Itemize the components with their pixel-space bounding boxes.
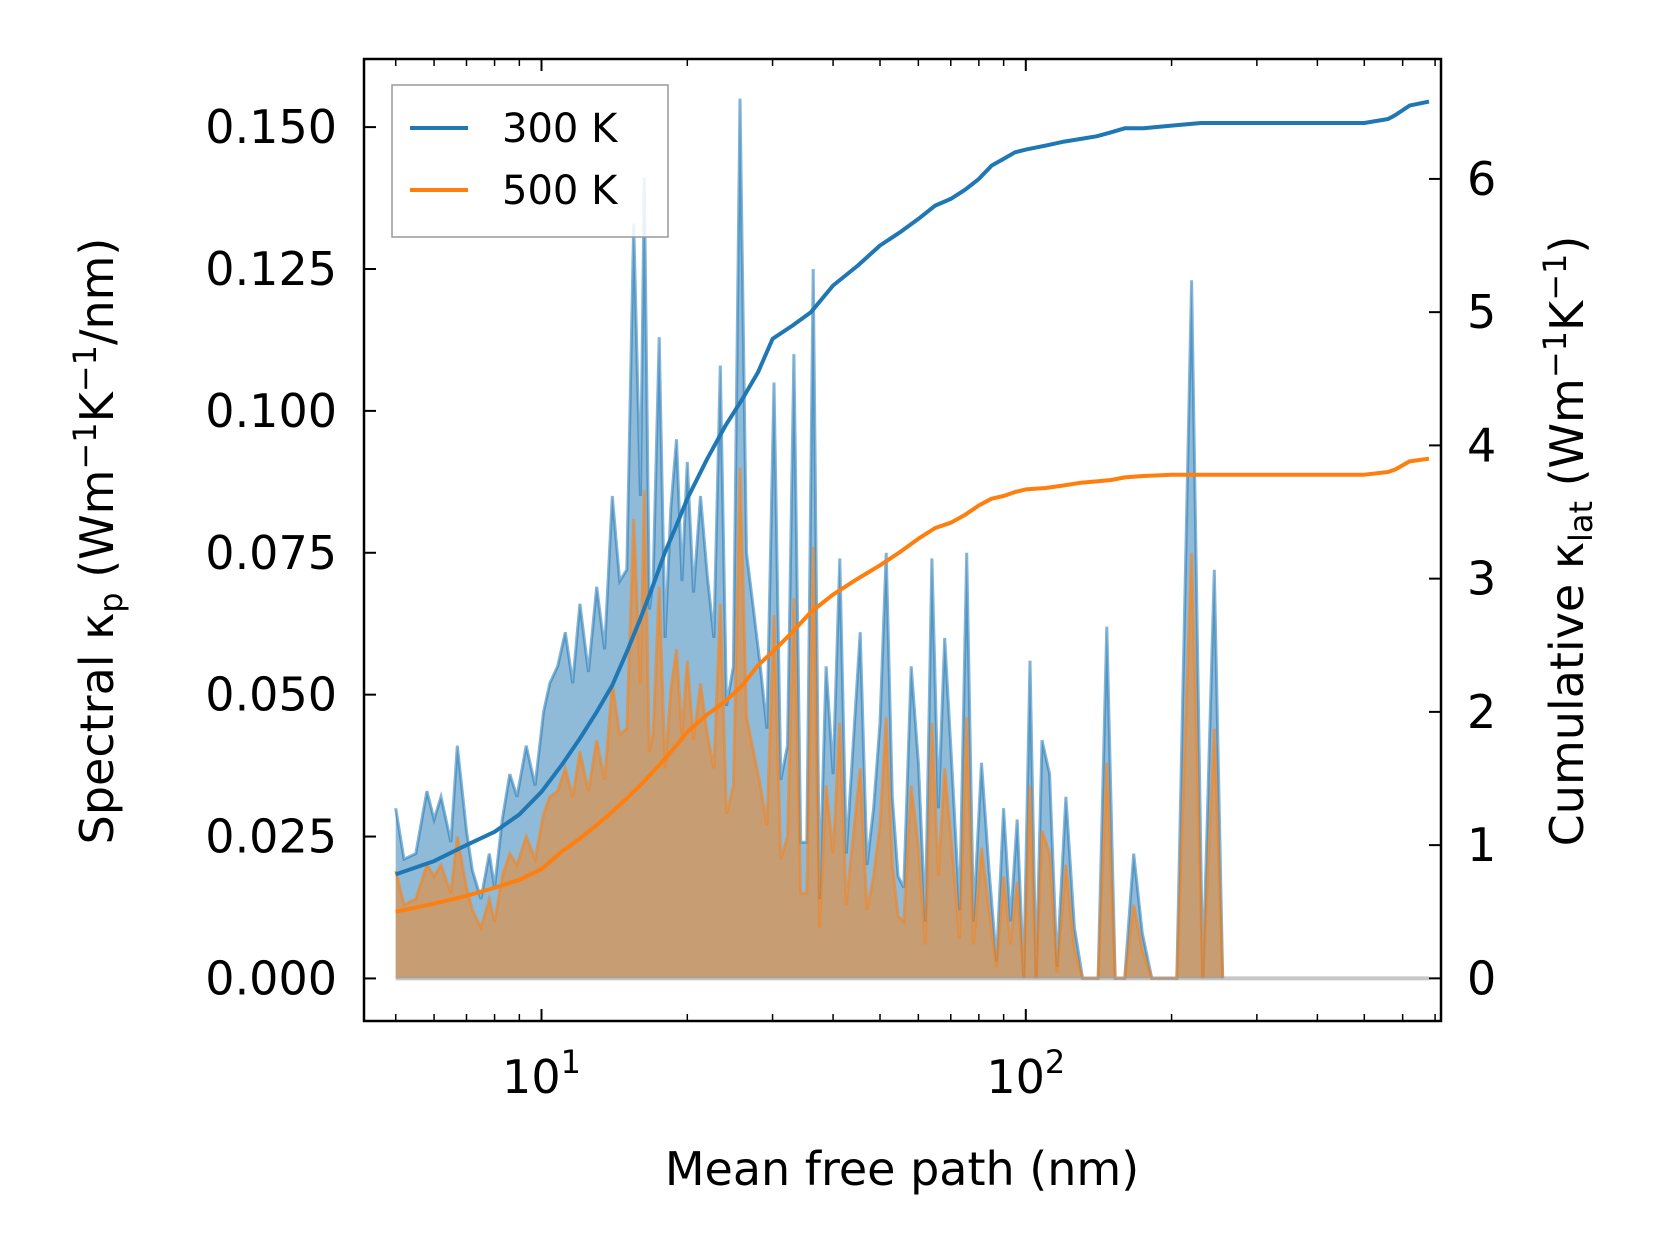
y-left-axis-title: Spectral κp (Wm−1K−1/nm) <box>66 238 130 845</box>
y-left-tick-label: 0.100 <box>205 384 337 438</box>
x-tick-label: 101 <box>502 1043 581 1104</box>
y-right-tick-labels: 0 1 2 3 4 5 6 <box>1467 152 1496 1005</box>
y-left-tick-label: 0.025 <box>205 810 337 864</box>
spectral-line-500k <box>394 467 1225 980</box>
y-left-tick-label: 0.000 <box>205 951 337 1005</box>
y-right-axis-title: Cumulative κlat (Wm−1K−1) <box>1536 236 1600 847</box>
y-left-tick-label: 0.075 <box>205 526 337 580</box>
y-left-tick-label: 0.125 <box>205 242 337 296</box>
x-axis-title: Mean free path (nm) <box>665 1142 1139 1196</box>
y-left-tick-label: 0.150 <box>205 100 337 154</box>
x-tick-labels: 101 102 <box>502 1043 1065 1104</box>
legend-frame <box>391 84 669 238</box>
legend-label-300k: 300 K <box>502 106 619 152</box>
y-right-tick-label: 6 <box>1467 152 1496 206</box>
legend: 300 K 500 K <box>391 84 669 238</box>
legend-label-500k: 500 K <box>502 168 619 214</box>
cumulative-line-500k <box>395 456 1430 914</box>
y-right-tick-label: 2 <box>1467 685 1496 739</box>
plot-frame <box>362 57 1443 1023</box>
y-right-tick-label: 4 <box>1467 418 1496 472</box>
y-left-tick-labels: 0.000 0.025 0.050 0.075 0.100 0.125 0.150 <box>205 100 337 1005</box>
x-tick-label: 102 <box>986 1043 1065 1104</box>
spectral-areas <box>394 98 1429 981</box>
spectral-line-300k <box>394 98 1225 980</box>
spectral-area-500k <box>395 467 1223 979</box>
y-left-tick-label: 0.050 <box>205 668 337 722</box>
y-right-tick-label: 1 <box>1467 818 1496 872</box>
cumulative-lines <box>395 99 1430 914</box>
spectral-area-300k <box>395 98 1223 979</box>
y-right-tick-label: 5 <box>1467 285 1496 339</box>
axis-ticks <box>364 59 1441 1021</box>
cumulative-line-300k <box>395 99 1430 877</box>
y-right-tick-label: 3 <box>1467 552 1496 606</box>
y-right-tick-label: 0 <box>1467 951 1496 1005</box>
